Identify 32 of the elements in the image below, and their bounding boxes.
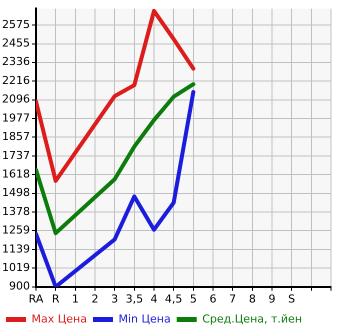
y-tick-label: 2575 <box>2 18 30 31</box>
x-tick-label: 4 <box>150 292 158 306</box>
x-tick-label: S <box>288 292 296 306</box>
x-tick-label: 1 <box>72 292 79 306</box>
x-tick-label: 4,5 <box>164 292 182 306</box>
y-tick-label: 1857 <box>2 130 30 144</box>
x-tick-label: 3,5 <box>126 292 144 306</box>
y-tick-label: 2096 <box>2 92 30 106</box>
legend-label: Max Цена <box>32 312 87 326</box>
legend-label: Min Цена <box>118 312 171 326</box>
x-tick-label: RA <box>28 292 44 306</box>
y-tick-label: 1019 <box>2 261 30 274</box>
x-tick-label: 7 <box>229 292 236 306</box>
x-tick-label: 6 <box>210 292 216 306</box>
x-tick-label: 5 <box>190 292 197 306</box>
y-tick-label: 2336 <box>2 55 30 68</box>
y-tick-label: 1139 <box>2 242 30 256</box>
y-tick-label: 1737 <box>2 148 30 162</box>
y-tick-label: 1378 <box>2 204 30 218</box>
legend-label: Сред.Цена, т.йен <box>202 312 302 326</box>
y-tick-label: 1618 <box>2 167 30 180</box>
x-tick-label: R <box>52 292 60 306</box>
x-tick-label: 9 <box>268 292 276 306</box>
y-tick-label: 1977 <box>2 111 30 124</box>
y-tick-label: 900 <box>8 280 30 293</box>
x-tick-label: 3 <box>111 292 118 306</box>
y-tick-label: 1498 <box>2 186 30 200</box>
y-tick-label: 2455 <box>2 36 30 50</box>
x-tick-label: 8 <box>248 292 256 306</box>
y-tick-label: 1259 <box>2 224 30 237</box>
y-tick-label: 2216 <box>2 74 30 87</box>
x-tick-label: 2 <box>91 292 98 306</box>
